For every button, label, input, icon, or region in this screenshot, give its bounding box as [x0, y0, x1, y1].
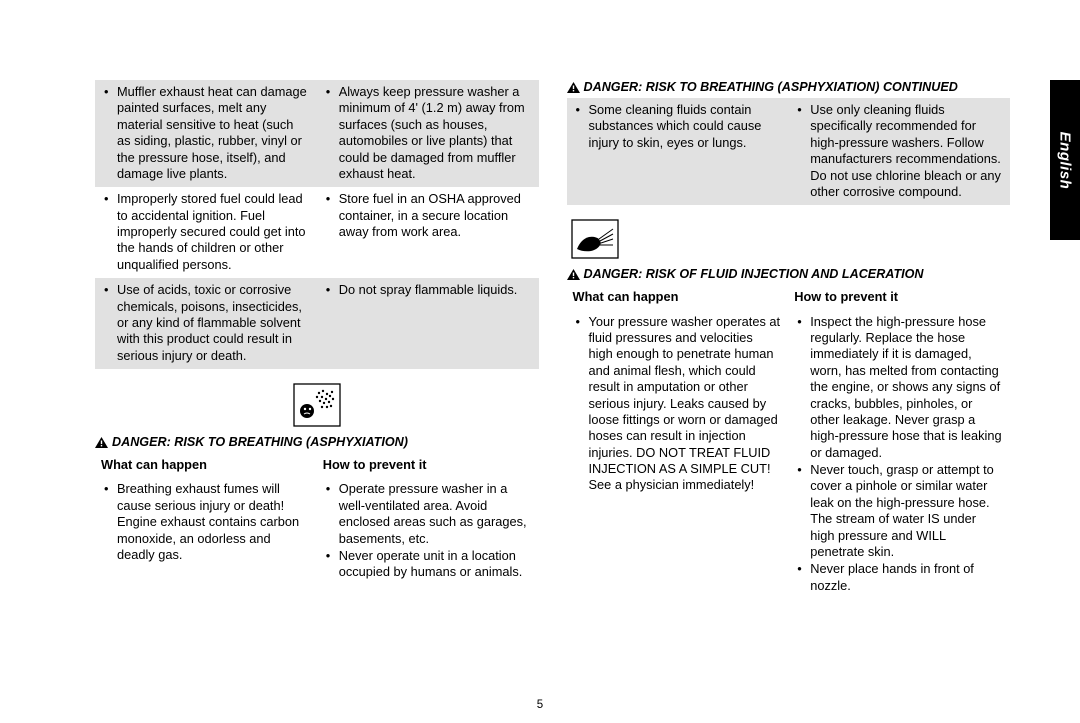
- table-row: Your pressure washer operates at fluid p…: [567, 310, 1011, 599]
- prevent-text: Use only cleaning fluids specifically re…: [808, 102, 1002, 200]
- column-header-prevent: How to prevent it: [788, 285, 1010, 309]
- prevent-text: Always keep pressure washer a minimum of…: [337, 84, 531, 182]
- table-header-row: What can happen How to prevent it: [95, 453, 539, 477]
- language-tab-label: English: [1057, 131, 1074, 189]
- hazard-text: Improperly stored fuel could lead to acc…: [115, 191, 309, 273]
- prevent-text: Inspect the high-pressure hose regularly…: [808, 314, 1002, 461]
- page-number: 5: [537, 699, 543, 711]
- table-header-row: What can happen How to prevent it: [567, 285, 1011, 309]
- table-row: Use of acids, toxic or corrosive chemica…: [95, 278, 539, 369]
- prevent-text: Never touch, grasp or attempt to cover a…: [808, 462, 1002, 560]
- language-tab: English: [1050, 80, 1080, 240]
- injection-table: What can happen How to prevent it Your p…: [567, 285, 1011, 599]
- prevent-text: Store fuel in an OSHA approved container…: [337, 191, 531, 240]
- table-row: Improperly stored fuel could lead to acc…: [95, 187, 539, 278]
- table-row: Some cleaning fluids contain substances …: [567, 98, 1011, 205]
- heading-text: DANGER: RISK OF FLUID INJECTION AND LACE…: [584, 267, 924, 281]
- hazard-text: Your pressure washer operates at fluid p…: [587, 314, 781, 494]
- page-content: Muffler exhaust heat can damage painted …: [0, 0, 1080, 599]
- table-row: Breathing exhaust fumes will cause serio…: [95, 477, 539, 585]
- heading-text: DANGER: RISK TO BREATHING (ASPHYXIATION): [112, 435, 408, 449]
- section-heading-breathing-cont: DANGER: RISK TO BREATHING (ASPHYXIATION)…: [567, 80, 1011, 94]
- warning-icon: [567, 269, 580, 280]
- breathing-table: What can happen How to prevent it Breath…: [95, 453, 539, 586]
- prevent-text: Do not spray flammable liquids.: [337, 282, 531, 298]
- column-header-prevent: How to prevent it: [317, 453, 539, 477]
- column-header-happen: What can happen: [567, 285, 789, 309]
- heading-text: DANGER: RISK TO BREATHING (ASPHYXIATION)…: [584, 80, 958, 94]
- left-column: Muffler exhaust heat can damage painted …: [95, 80, 539, 599]
- warning-icon: [95, 437, 108, 448]
- breathing-cont-table: Some cleaning fluids contain substances …: [567, 98, 1011, 205]
- prevent-text: Never operate unit in a location occupie…: [337, 548, 531, 581]
- column-header-happen: What can happen: [95, 453, 317, 477]
- hazard-text: Use of acids, toxic or corrosive chemica…: [115, 282, 309, 364]
- prevent-text: Never place hands in front of nozzle.: [808, 561, 1002, 594]
- right-column: DANGER: RISK TO BREATHING (ASPHYXIATION)…: [567, 80, 1011, 599]
- hazard-text: Muffler exhaust heat can damage painted …: [115, 84, 309, 182]
- section-heading-injection: DANGER: RISK OF FLUID INJECTION AND LACE…: [567, 267, 1011, 281]
- hazard-text: Breathing exhaust fumes will cause serio…: [115, 481, 309, 563]
- prevent-text: Operate pressure washer in a well-ventil…: [337, 481, 531, 547]
- warning-icon: [567, 82, 580, 93]
- section-heading-breathing: DANGER: RISK TO BREATHING (ASPHYXIATION): [95, 435, 539, 449]
- fumes-icon: [95, 383, 539, 427]
- hazard-text: Some cleaning fluids contain substances …: [587, 102, 781, 151]
- table-row: Muffler exhaust heat can damage painted …: [95, 80, 539, 187]
- hazard-table-1: Muffler exhaust heat can damage painted …: [95, 80, 539, 369]
- injection-icon: [571, 219, 1011, 259]
